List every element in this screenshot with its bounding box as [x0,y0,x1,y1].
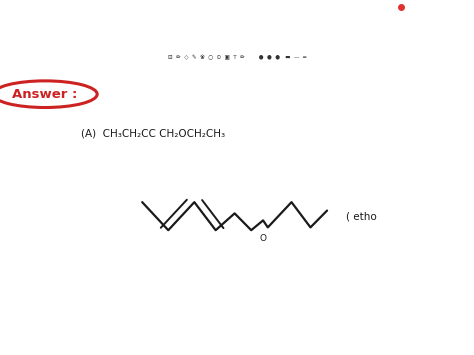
Text: CHEMISTRY: CHEMISTRY [208,17,266,27]
Text: ↩  ↪  🗎  ✕  ···: ↩ ↪ 🗎 ✕ ··· [433,33,469,39]
Text: 79%: 79% [450,6,465,11]
Text: ⊟  ✏  ◇  ✎  ❀  ○  ⊙  ▣  T  ✏        ●  ●  ●   ▬  —  ═: ⊟ ✏ ◇ ✎ ❀ ○ ⊙ ▣ T ✏ ● ● ● ▬ — ═ [168,55,306,60]
Text: ( etho: ( etho [346,211,377,221]
Text: (A)  CH₃CH₂CC CH₂OCH₂CH₃: (A) CH₃CH₂CC CH₂OCH₂CH₃ [81,129,225,138]
Text: <  ⊞  🔍  🔖  ↑: < ⊞ 🔍 🔖 ↑ [5,33,39,39]
Text: 6:28 PM  Wed 12 Jan: 6:28 PM Wed 12 Jan [9,6,73,11]
Text: O: O [260,234,266,244]
Text: Answer :: Answer : [12,88,78,101]
